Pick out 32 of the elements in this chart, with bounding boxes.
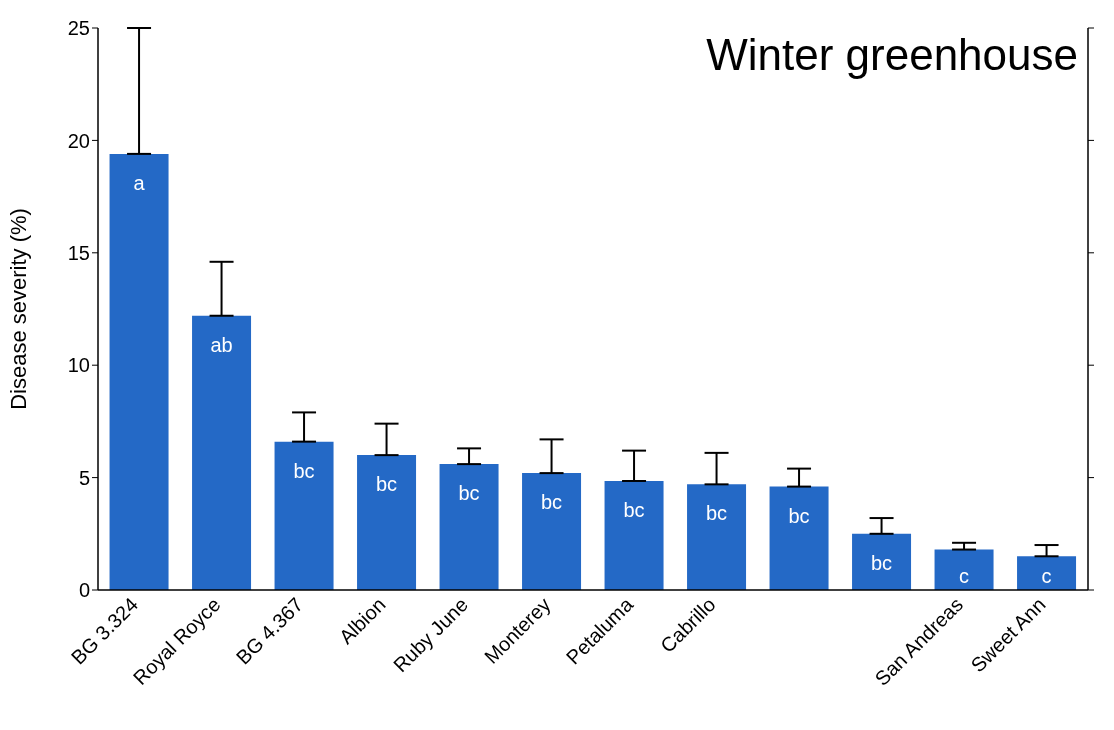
data-label: c <box>959 565 970 587</box>
y-tick-label: 0 <box>78 579 90 602</box>
data-label: bc <box>375 473 398 496</box>
bar <box>769 486 829 590</box>
bar <box>192 315 252 590</box>
data-label: bc <box>623 498 645 521</box>
data-label: bc <box>540 491 563 514</box>
bar <box>357 455 417 590</box>
bar <box>852 533 912 590</box>
data-label: c <box>1041 565 1052 587</box>
bar <box>604 480 664 590</box>
bar <box>109 153 169 590</box>
data-label: bc <box>293 459 315 482</box>
y-tick-label: 15 <box>67 241 90 264</box>
chart-title: Winter greenhouse <box>706 30 1078 80</box>
data-label: bc <box>870 551 893 574</box>
bar <box>439 464 499 590</box>
bar <box>687 484 747 590</box>
y-tick-label: 10 <box>67 354 90 377</box>
data-label: bc <box>458 482 480 505</box>
y-tick-label: 20 <box>67 129 90 152</box>
data-label: a <box>133 171 146 194</box>
bar <box>934 549 994 590</box>
bar <box>1017 556 1077 590</box>
y-axis-title: Disease severity (%) <box>5 208 31 410</box>
data-label: bc <box>705 502 728 525</box>
y-tick-label: 25 <box>67 17 90 40</box>
y-tick-label: 5 <box>78 466 90 489</box>
bar <box>522 473 582 590</box>
bar <box>274 441 334 590</box>
data-label: bc <box>788 504 810 527</box>
data-label: ab <box>210 333 233 356</box>
